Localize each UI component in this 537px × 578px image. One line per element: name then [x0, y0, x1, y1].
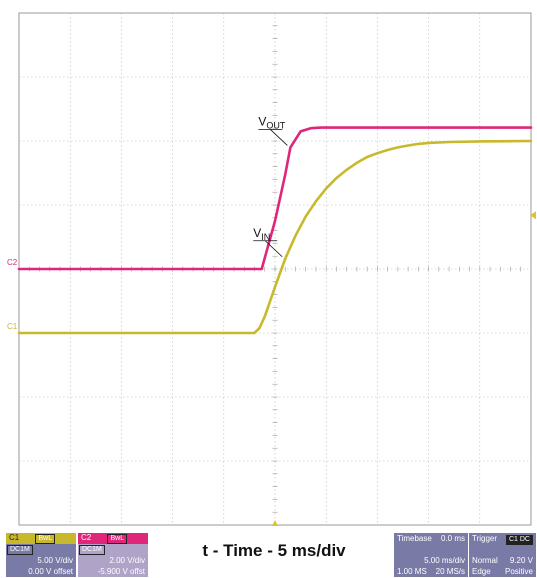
timebase-delay: 0.0 ms: [440, 534, 465, 543]
trace-vin: [17, 139, 533, 335]
timebase-scale: 5.00 ms/div: [424, 556, 465, 565]
signal-label-vin: VIN: [253, 226, 270, 242]
ch2-scale: 2.00 V/div: [109, 556, 145, 565]
trigger-label: Trigger: [472, 534, 498, 543]
oscilloscope-plot: VIN VOUT C1 C2: [7, 12, 536, 526]
channel-marker-c2: C2: [7, 258, 18, 267]
ch1-label: C1: [9, 533, 20, 542]
ch2-bandwidth-badge: BwL: [107, 534, 128, 544]
ch1-bandwidth-badge: BwL: [35, 534, 56, 544]
timebase-panel[interactable]: Timebase 0.0 ms 5.00 ms/div 1.00 MS 20 M…: [394, 533, 468, 577]
timebase-label: Timebase: [397, 534, 432, 543]
trigger-level: 9.20 V: [509, 556, 533, 565]
trigger-mode: Normal: [472, 556, 498, 565]
ch2-settings-panel[interactable]: C2 BwLDC1M 2.00 V/div -5.900 V offst: [78, 533, 148, 577]
timebase-rate: 20 MS/s: [435, 567, 465, 576]
trace-vout: [17, 126, 533, 271]
trigger-panel[interactable]: Trigger C1 DC Normal 9.20 V Edge Positiv…: [469, 533, 536, 577]
ch2-header: C2 BwLDC1M: [78, 533, 148, 555]
ch2-coupling-badge: DC1M: [79, 545, 105, 555]
signal-label-vout: VOUT: [258, 114, 286, 130]
ch1-offset: 0.00 V offset: [28, 567, 73, 576]
trigger-level-marker: [530, 211, 536, 220]
ch1-settings-panel[interactable]: C1 BwLDC1M 5.00 V/div 0.00 V offset: [6, 533, 76, 577]
trigger-slope: Positive: [504, 567, 533, 576]
trigger-time-marker: [272, 520, 278, 526]
ch1-header: C1 BwLDC1M: [6, 533, 76, 555]
ch2-offset: -5.900 V offst: [97, 567, 145, 576]
x-axis-label: t - Time - 5 ms/div: [202, 541, 346, 560]
markers: C1 C2: [7, 211, 536, 526]
ch2-label: C2: [81, 533, 92, 542]
traces: [17, 126, 533, 335]
ch1-coupling-badge: DC1M: [7, 545, 33, 555]
channel-marker-c1: C1: [7, 322, 18, 331]
trigger-source-badge: C1 DC: [505, 535, 533, 545]
ch1-scale: 5.00 V/div: [37, 556, 73, 565]
annotation-leader: [270, 129, 288, 146]
trigger-type: Edge: [472, 567, 491, 576]
annotation-leader: [264, 240, 283, 258]
timebase-samples: 1.00 MS: [397, 567, 427, 576]
